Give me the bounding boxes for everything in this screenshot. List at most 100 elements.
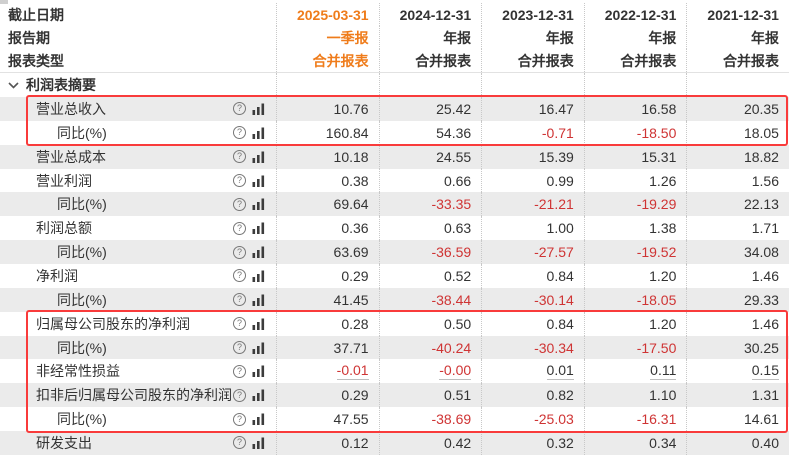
row-label: 净利润 (36, 267, 78, 284)
bar-chart-icon[interactable] (252, 103, 266, 115)
value-cell: 24.55 (378, 144, 482, 169)
header-divider (0, 72, 789, 73)
value-cell: -0.00 (378, 359, 482, 384)
value-cell: 18.05 (686, 120, 789, 145)
header-row-label: 报告期 (8, 29, 50, 46)
table-row[interactable]: 同比(%) ? 47.55 -38.69 -25.03 -16.31 14.61 (0, 407, 789, 432)
help-icon[interactable]: ? (233, 317, 246, 331)
bar-chart-icon[interactable] (252, 246, 266, 259)
bar-chart-icon[interactable] (252, 294, 266, 306)
help-icon[interactable]: ? (233, 102, 246, 116)
help-icon[interactable]: ? (233, 412, 246, 426)
value-cell: 0.15 (686, 359, 789, 384)
value-cell: 0.01 (481, 359, 584, 384)
header-value: 年报 (378, 26, 482, 49)
value-cell: 1.26 (583, 168, 687, 193)
header-value: 2024-12-31 (378, 3, 482, 26)
value-cell: -30.14 (481, 287, 584, 312)
header-value: 2021-12-31 (686, 3, 789, 26)
value-cell: -17.50 (583, 335, 687, 360)
bar-chart-icon[interactable] (252, 389, 266, 402)
bar-chart-icon[interactable] (252, 365, 266, 378)
header-value: 合并报表 (481, 49, 584, 72)
help-icon[interactable]: ? (233, 364, 246, 378)
table-row[interactable]: 同比(%) ? 160.84 54.36 -0.71 -18.50 18.05 (0, 120, 789, 145)
help-icon[interactable]: ? (233, 388, 246, 402)
value-cell: 25.42 (378, 97, 482, 121)
row-label: 同比(%) (57, 411, 107, 428)
value-cell: -36.59 (378, 240, 482, 265)
value-cell: -19.52 (583, 240, 687, 265)
row-label: 归属母公司股东的净利润 (36, 315, 190, 332)
help-icon[interactable]: ? (233, 341, 246, 355)
help-icon[interactable]: ? (233, 174, 246, 187)
row-label: 同比(%) (57, 244, 107, 261)
section-toggle[interactable]: 利润表摘要 (0, 73, 789, 97)
help-icon[interactable]: ? (233, 126, 246, 140)
row-label: 同比(%) (57, 291, 107, 308)
value-cell: 0.11 (583, 359, 687, 384)
row-label: 利润总额 (36, 220, 92, 237)
help-icon[interactable]: ? (233, 269, 246, 283)
row-label: 研发支出 (36, 434, 92, 451)
table-row[interactable]: 营业总收入 ? 10.76 25.42 16.47 16.58 20.35 (0, 97, 789, 121)
value-cell: 160.84 (276, 120, 379, 145)
table-row[interactable]: 营业利润 ? 0.38 0.66 0.99 1.26 1.56 (0, 168, 789, 193)
value-cell: 18.82 (686, 144, 789, 169)
value-cell: 54.36 (378, 120, 482, 145)
row-label: 扣非后归属母公司股东的净利润 (36, 387, 232, 404)
table-row[interactable]: 研发支出 ? 0.12 0.42 0.32 0.34 0.40 (0, 431, 789, 455)
table-row[interactable]: 净利润 ? 0.29 0.52 0.84 1.20 1.46 (0, 264, 789, 288)
bar-chart-icon[interactable] (252, 222, 266, 235)
value-cell: 34.08 (686, 240, 789, 265)
bar-chart-icon[interactable] (252, 198, 266, 211)
value-cell: 0.50 (378, 311, 482, 336)
table-row[interactable]: 同比(%) ? 37.71 -40.24 -30.34 -17.50 30.25 (0, 335, 789, 360)
bar-chart-icon[interactable] (252, 175, 266, 187)
value-cell: 1.38 (583, 216, 687, 241)
value-cell: 10.18 (276, 144, 379, 169)
value-cell: 0.29 (276, 383, 379, 408)
help-icon[interactable]: ? (233, 245, 246, 259)
help-icon[interactable]: ? (233, 293, 246, 307)
section-title: 利润表摘要 (26, 77, 96, 93)
table-row[interactable]: 扣非后归属母公司股东的净利润 ? 0.29 0.51 0.82 1.10 1.31 (0, 383, 789, 408)
table-row[interactable]: 归属母公司股东的净利润 ? 0.28 0.50 0.84 1.20 1.46 (0, 311, 789, 336)
value-cell: 0.99 (481, 168, 584, 193)
header-value: 年报 (583, 26, 687, 49)
chevron-down-icon (8, 81, 19, 89)
value-cell: 1.56 (686, 168, 789, 193)
bar-chart-icon[interactable] (252, 270, 266, 282)
help-icon[interactable]: ? (233, 150, 246, 164)
help-icon[interactable]: ? (233, 436, 246, 450)
value-cell: 14.61 (686, 407, 789, 432)
bar-chart-icon[interactable] (252, 413, 266, 426)
bar-chart-icon[interactable] (252, 437, 266, 449)
table-row[interactable]: 营业总成本 ? 10.18 24.55 15.39 15.31 18.82 (0, 144, 789, 169)
table-row[interactable]: 同比(%) ? 63.69 -36.59 -27.57 -19.52 34.08 (0, 240, 789, 265)
value-cell: 1.10 (583, 383, 687, 408)
value-cell: -33.35 (378, 192, 482, 217)
help-icon[interactable]: ? (233, 197, 246, 211)
value-cell: -0.71 (481, 120, 584, 145)
value-cell: -18.05 (583, 287, 687, 312)
header-value: 合并报表 (378, 49, 482, 72)
header-row-label: 截止日期 (8, 6, 64, 23)
value-cell: 10.76 (276, 97, 379, 121)
header-value: 年报 (481, 26, 584, 49)
value-cell: 0.40 (686, 431, 789, 455)
help-icon[interactable]: ? (233, 221, 246, 235)
table-row[interactable]: 同比(%) ? 41.45 -38.44 -30.14 -18.05 29.33 (0, 287, 789, 312)
bar-chart-icon[interactable] (252, 342, 266, 354)
value-cell: 16.47 (481, 97, 584, 121)
table-row[interactable]: 非经常性损益 ? -0.01 -0.00 0.01 0.11 0.15 (0, 359, 789, 384)
table-row[interactable]: 同比(%) ? 69.64 -33.35 -21.21 -19.29 22.13 (0, 192, 789, 217)
bar-chart-icon[interactable] (252, 127, 266, 139)
table-row[interactable]: 利润总额 ? 0.36 0.63 1.00 1.38 1.71 (0, 216, 789, 241)
bar-chart-icon[interactable] (252, 318, 266, 330)
value-cell: 1.00 (481, 216, 584, 241)
bar-chart-icon[interactable] (252, 151, 266, 163)
value-cell: 0.63 (378, 216, 482, 241)
value-cell: 0.84 (481, 311, 584, 336)
